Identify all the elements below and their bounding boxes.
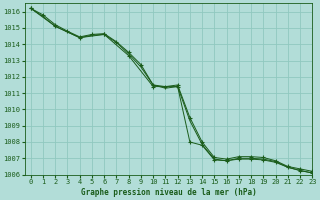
X-axis label: Graphe pression niveau de la mer (hPa): Graphe pression niveau de la mer (hPa) <box>81 188 256 197</box>
